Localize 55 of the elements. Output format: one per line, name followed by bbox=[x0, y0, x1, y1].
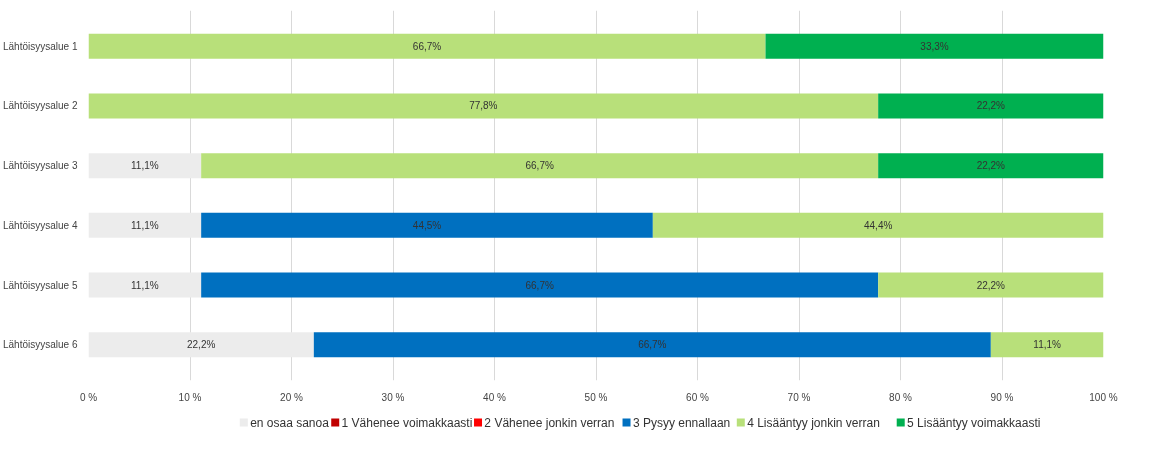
data-label: 33,3% bbox=[920, 40, 949, 52]
x-tick-label: 70 % bbox=[787, 391, 811, 403]
data-label: 44,4% bbox=[863, 219, 893, 231]
x-tick-label: 30 % bbox=[381, 391, 405, 403]
legend-label: 2 Vähenee jonkin verran bbox=[484, 415, 615, 430]
bar bbox=[201, 153, 879, 179]
data-label: 11,1% bbox=[1033, 339, 1062, 351]
data-label: 22,2% bbox=[976, 279, 1006, 291]
y-tick-label: Lähtöisyysalue 1 bbox=[3, 40, 78, 52]
bar bbox=[88, 33, 766, 59]
legend-label: en osaa sanoa bbox=[250, 415, 330, 430]
legend-label: 3 Pysyy ennallaan bbox=[632, 415, 731, 430]
data-label: 44,5% bbox=[412, 219, 442, 231]
bar bbox=[878, 93, 1104, 119]
bar bbox=[990, 332, 1104, 358]
data-label: 11,1% bbox=[131, 219, 159, 231]
x-tick-label: 50 % bbox=[584, 391, 608, 403]
x-tick-label: 0 % bbox=[79, 391, 98, 403]
x-tick-label: 40 % bbox=[483, 391, 506, 403]
x-tick-label: 10 % bbox=[178, 391, 202, 403]
y-tick-label: Lähtöisyysalue 4 bbox=[3, 219, 78, 231]
data-label: 66,7% bbox=[638, 339, 667, 351]
data-label: 22,2% bbox=[976, 100, 1006, 112]
legend-label: 4 Lisääntyy jonkin verran bbox=[747, 415, 880, 430]
data-label: 11,1% bbox=[131, 160, 159, 172]
data-label: 66,7% bbox=[525, 279, 554, 291]
y-tick-label: Lähtöisyysalue 3 bbox=[3, 160, 78, 172]
bar bbox=[88, 212, 202, 238]
bar bbox=[88, 332, 314, 358]
legend-label: 5 Lisääntyy voimakkaasti bbox=[907, 415, 1041, 430]
x-tick-label: 20 % bbox=[280, 391, 303, 403]
bar bbox=[201, 272, 879, 298]
bar bbox=[88, 93, 879, 119]
data-label: 11,1% bbox=[131, 279, 159, 291]
legend-label: 1 Vähenee voimakkaasti bbox=[341, 415, 473, 430]
bar bbox=[878, 272, 1104, 298]
y-tick-label: Lähtöisyysalue 6 bbox=[3, 339, 78, 351]
data-label: 66,7% bbox=[525, 160, 554, 172]
bar bbox=[88, 272, 202, 298]
data-label: 77,8% bbox=[469, 100, 498, 112]
x-tick-label: 60 % bbox=[686, 391, 709, 403]
y-tick-label: Lähtöisyysalue 5 bbox=[3, 279, 78, 291]
data-label: 22,2% bbox=[976, 160, 1006, 172]
x-tick-label: 90 % bbox=[990, 391, 1014, 403]
data-label: 66,7% bbox=[412, 40, 442, 52]
bar bbox=[201, 212, 653, 238]
x-tick-label: 100 % bbox=[1089, 391, 1118, 403]
bar bbox=[652, 212, 1104, 238]
bar bbox=[878, 153, 1104, 179]
x-tick-label: 80 % bbox=[889, 391, 912, 403]
y-tick-label: Lähtöisyysalue 2 bbox=[3, 100, 78, 112]
bar bbox=[765, 33, 1104, 59]
data-label: 22,2% bbox=[186, 339, 216, 351]
bar bbox=[313, 332, 991, 358]
bar bbox=[88, 153, 202, 179]
